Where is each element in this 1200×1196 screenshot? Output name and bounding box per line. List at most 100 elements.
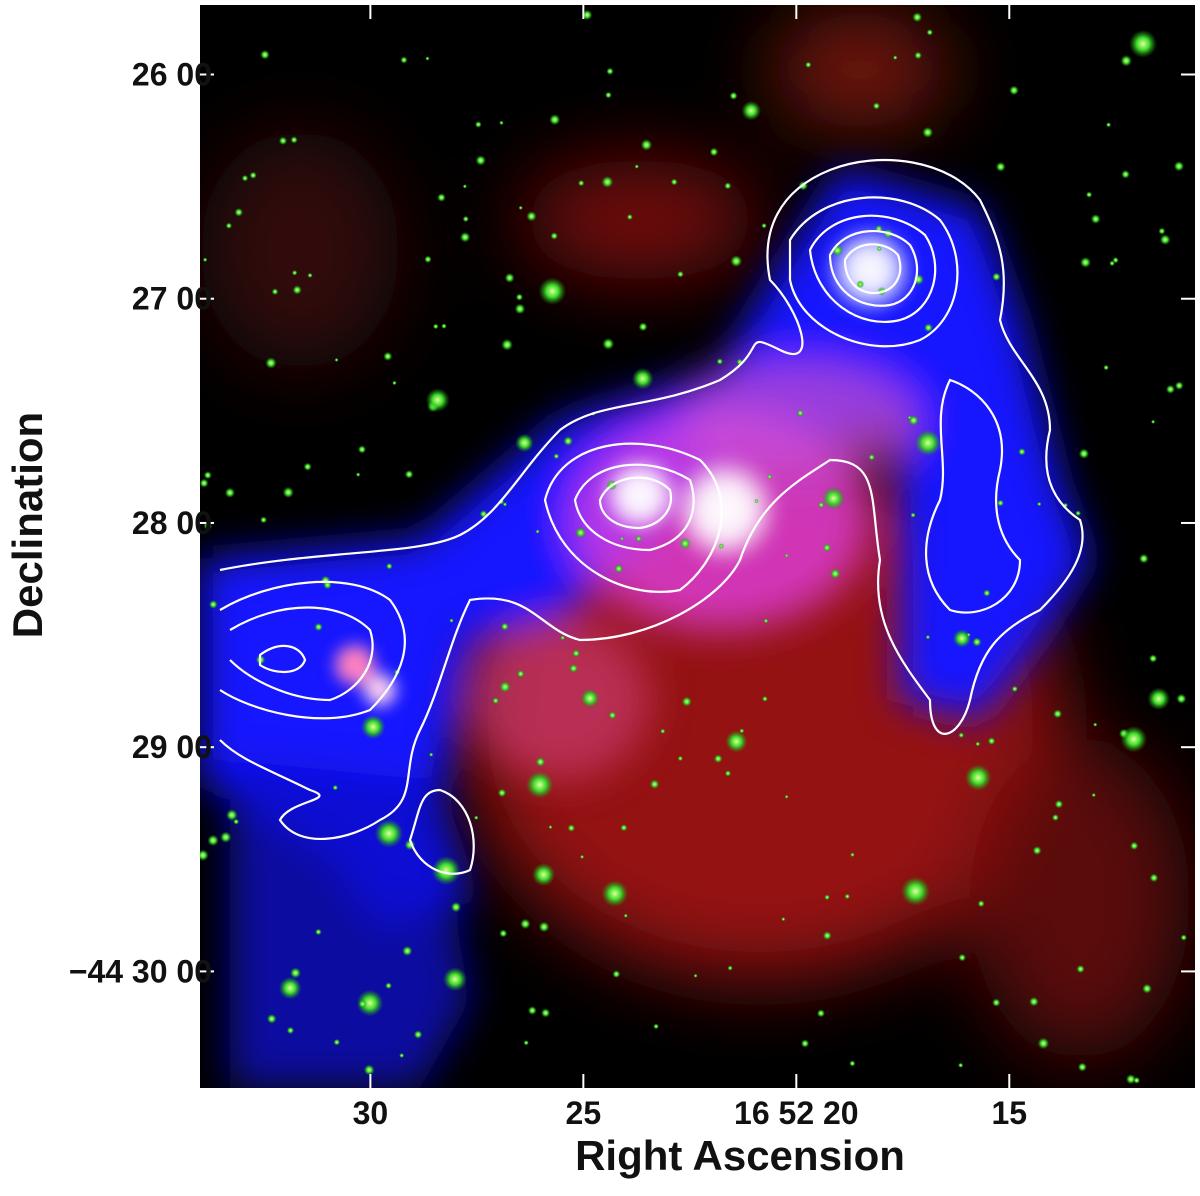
star [249,171,257,179]
star [224,487,236,498]
star [626,213,633,221]
star [315,928,322,936]
star [1080,256,1091,268]
star [1129,841,1139,851]
star [289,967,302,979]
star [817,501,825,509]
star [581,9,593,21]
star [355,472,361,477]
star [383,351,393,361]
star [741,100,762,121]
star [606,67,614,76]
star [964,764,992,792]
star [725,730,748,753]
star [500,622,509,631]
star [462,215,469,223]
star [563,436,573,446]
star [385,562,393,570]
star [535,757,546,767]
star [1125,1074,1136,1085]
star [514,303,526,315]
star [374,819,404,848]
star [1158,227,1166,235]
star [580,688,600,708]
star [538,277,567,305]
star [709,147,719,157]
star [525,770,554,799]
star [1091,792,1096,798]
star [677,755,684,762]
star [1053,709,1063,719]
star [203,471,212,480]
star [473,815,479,820]
star [601,880,629,908]
star [450,901,462,913]
star [816,1009,826,1018]
star [441,323,447,329]
y-tick-label: 26 00 [132,57,212,93]
star [290,136,298,144]
star [241,174,249,182]
star [307,272,313,278]
star [872,102,881,110]
star [716,358,724,365]
star [713,754,723,764]
star [515,433,534,453]
star [876,246,882,252]
star [1090,214,1101,224]
star [358,999,367,1009]
star [1120,725,1148,753]
star [286,1026,295,1035]
star [718,543,725,549]
star [292,285,302,295]
star [413,1030,423,1039]
star [681,696,692,707]
star [1078,448,1090,459]
star [601,175,614,188]
star [437,193,446,202]
star [392,380,397,386]
star [569,663,579,673]
star [975,741,981,747]
star [526,211,537,222]
star [278,136,288,145]
star [527,1006,537,1015]
star [442,967,468,992]
star [474,121,482,128]
star [619,536,624,541]
star [516,669,525,678]
star [1037,1037,1050,1050]
star [504,272,515,283]
star [1180,934,1187,941]
star [303,462,312,471]
star [1165,384,1176,394]
star [677,270,684,278]
y-tick-label: −44 30 00 [69,953,212,989]
star [844,893,851,900]
star [399,1052,405,1059]
star [784,553,789,558]
x-tick-label: 25 [566,1095,602,1131]
star [727,965,733,971]
star [983,589,991,597]
star [958,953,967,962]
star [260,49,270,60]
star [531,862,556,887]
star [1120,55,1133,67]
star [271,288,279,296]
y-tick-label: 28 00 [132,505,212,541]
star [763,618,769,624]
star [1036,501,1042,507]
star [693,973,698,978]
x-tick-label: 15 [991,1095,1027,1131]
star [518,205,523,210]
star [958,732,965,739]
star [1029,996,1039,1007]
star [602,337,615,350]
star [282,486,294,499]
star [501,338,513,351]
star [1159,234,1171,246]
star [972,637,982,647]
star [234,207,244,217]
star [475,155,486,166]
